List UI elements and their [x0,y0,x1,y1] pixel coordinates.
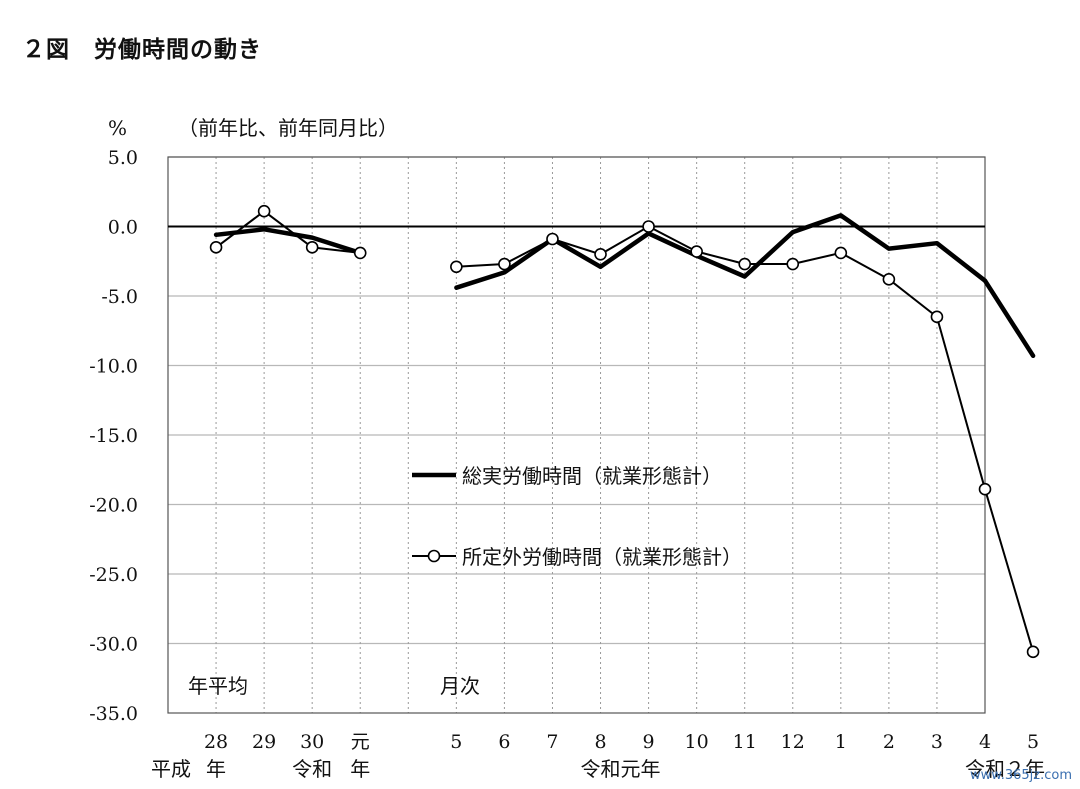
y-tick-label: -10.0 [89,356,138,378]
x-tick-label: 28 [204,731,228,753]
plot-frame [167,156,986,714]
overtime-hours-point [450,260,463,274]
overtime-hours-point [642,220,655,233]
x-tick-label: 7 [546,731,558,753]
overtime-hours-point [738,257,752,271]
overtime-hours-point [690,245,703,258]
overtime-hours-point [209,241,223,254]
y-tick-label: -25.0 [89,564,138,586]
legend-marker-overtime [427,549,441,563]
overtime-hours-point [786,257,800,271]
x-tick-label: 5 [1027,731,1039,753]
monthly-section-label: 月次 [440,674,480,698]
annual-section-label: 年平均 [188,674,248,698]
y-unit-label: % [108,116,127,140]
y-tick-label: -5.0 [101,286,138,308]
overtime-hours-point [882,273,896,286]
legend: 総実労働時間（就業形態計） 所定外労働時間（就業形態計） [412,464,742,569]
x-era-label: 令和２年 [965,757,1045,781]
x-tick-label: 9 [643,731,655,753]
x-era-label: 年 [206,757,226,781]
x-era-label: 令和 [292,757,332,781]
x-era-label: 令和元年 [581,757,661,781]
x-tick-label: 4 [979,731,991,753]
x-tick-label: 10 [685,731,709,753]
x-tick-label: 3 [931,731,943,753]
y-tick-label: -15.0 [89,425,138,447]
y-tick-label: 5.0 [108,147,138,169]
overtime-hours-point [978,482,992,496]
watermark-text: www.365jz.com [970,768,1072,783]
x-tick-label: 5 [450,731,462,753]
total-hours-annual-line [213,227,363,256]
overtime-hours-point [1026,645,1040,659]
overtime-hours-point [353,246,367,260]
x-tick-label: 11 [733,731,757,753]
overtime-hours-point [834,246,848,260]
overtime-hours-point [930,310,944,324]
overtime-hours-point [498,257,511,271]
y-axis-caption: （前年比、前年同月比） [178,116,398,140]
x-tick-label: 2 [883,731,895,753]
overtime-hours-point [257,204,271,218]
x-era-label: 年 [350,757,370,781]
overtime-hours-point [594,248,607,261]
y-tick-label: -35.0 [89,703,138,725]
total-hours-monthly-line [454,213,1036,359]
axis-layer: 5.0 0.0 -5.0 -10.0 -15.0 -20.0 -25.0 -30.0 -35.0 [89,147,986,725]
x-tick-label: 6 [498,731,510,753]
y-tick-label: -30.0 [89,634,138,656]
series-layer [209,204,1040,659]
y-tick-label: -20.0 [89,495,138,517]
grid-layer [168,156,986,713]
x-era-label: 平成 [151,757,191,781]
x-tick-label: 8 [594,731,606,753]
y-tick-label: 0.0 [108,217,138,239]
x-tick-label: 29 [252,731,276,753]
overtime-hours-annual-line [215,210,362,254]
x-tick-label: 元 [351,731,370,753]
overtime-hours-point [305,241,319,254]
chart-title: ２図 労働時間の動き [22,37,262,63]
x-tick-label: 30 [300,731,324,753]
legend-label: 所定外労働時間（就業形態計） [462,545,742,569]
x-tick-label: 1 [835,731,847,753]
overtime-hours-point [546,232,559,246]
legend-label: 総実労働時間（就業形態計） [462,464,722,488]
x-tick-label: 12 [781,731,805,753]
